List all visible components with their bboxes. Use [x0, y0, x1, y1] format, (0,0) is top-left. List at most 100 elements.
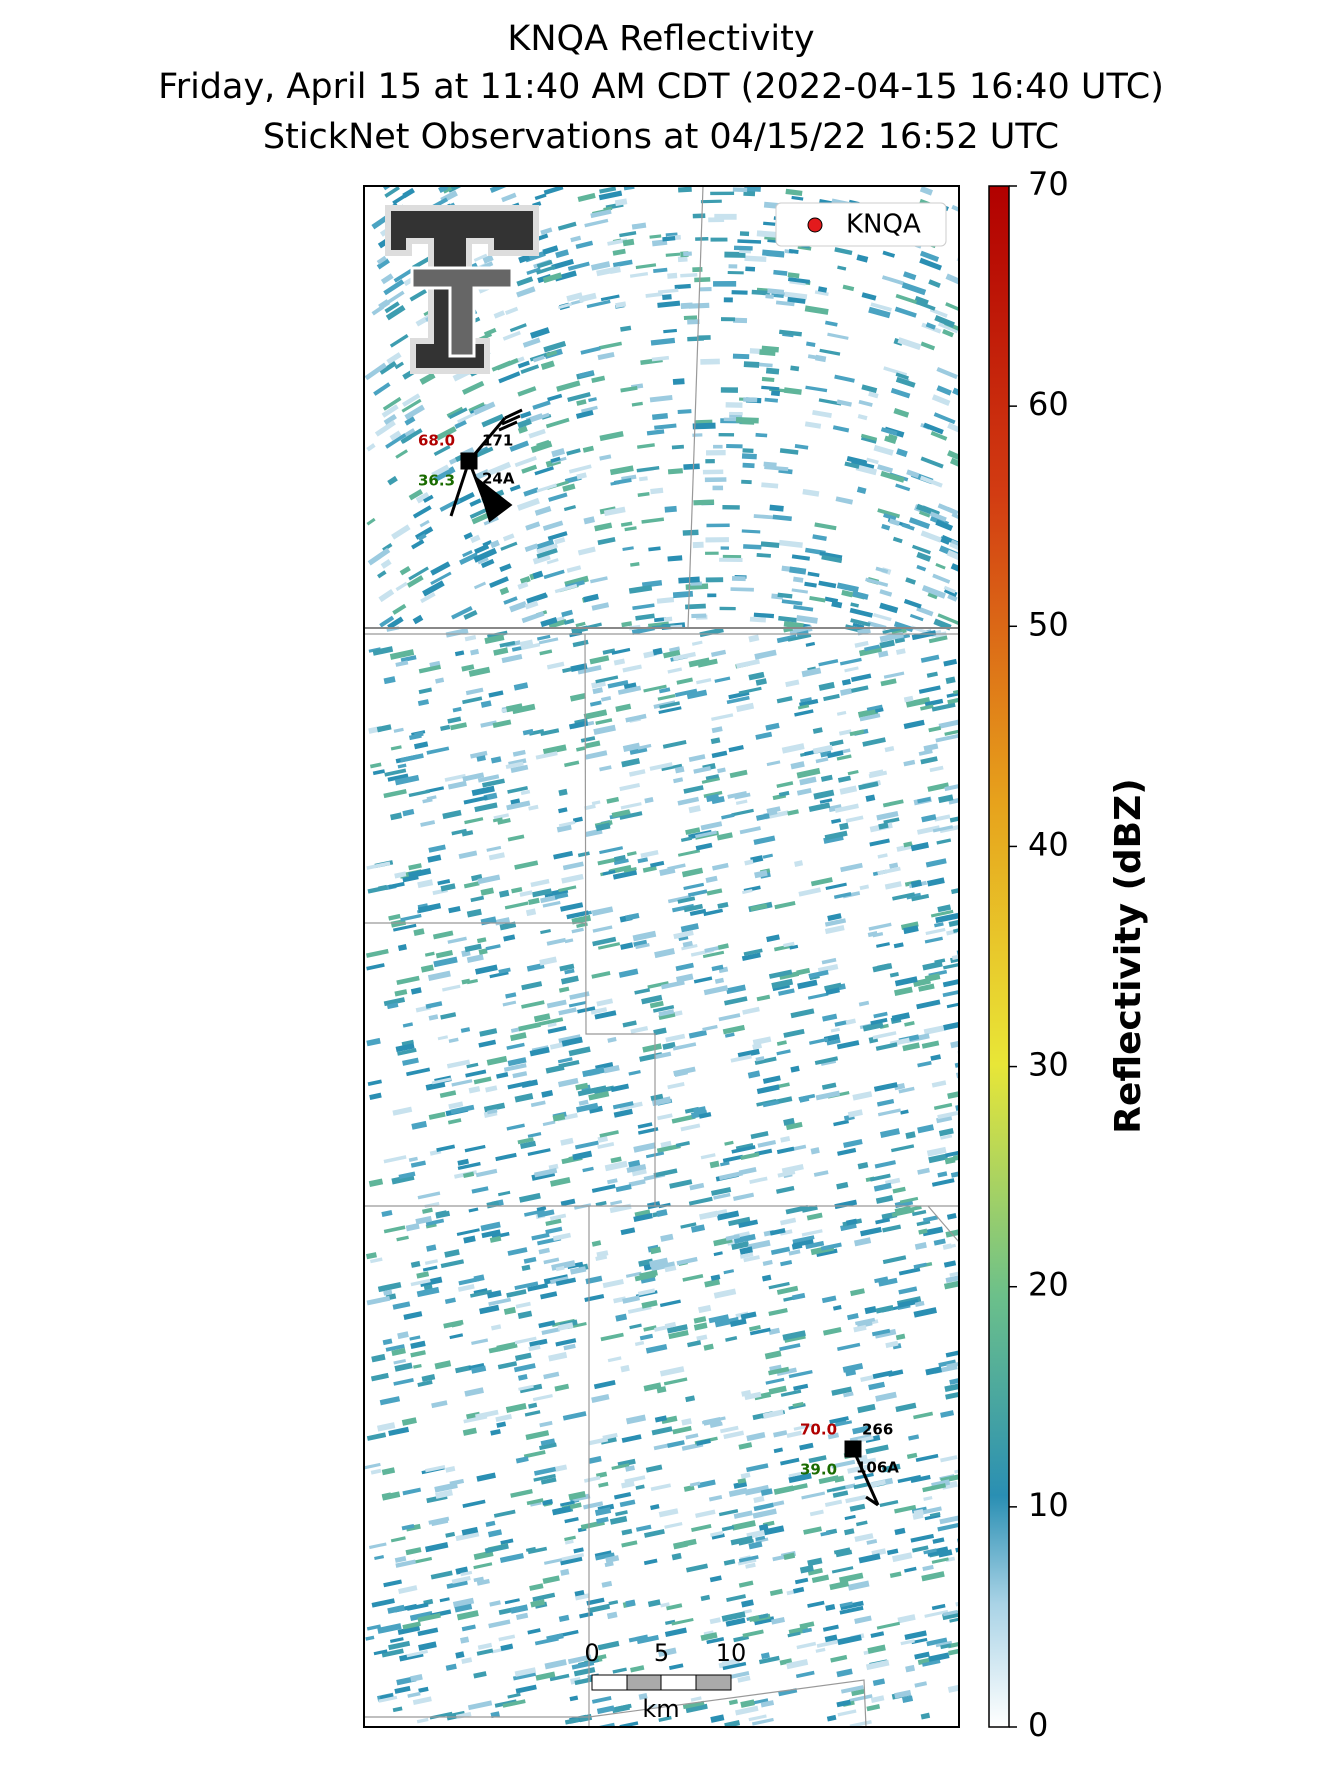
speckle [368, 1542, 387, 1550]
speckle [555, 1277, 577, 1286]
speckle [819, 348, 841, 356]
speckle [674, 283, 691, 290]
speckle [462, 696, 483, 705]
speckle [581, 405, 598, 413]
speckle [423, 494, 434, 503]
speckle [416, 1717, 429, 1724]
speckle [768, 1281, 790, 1290]
speckle [928, 1153, 949, 1164]
speckle [897, 337, 922, 351]
speckle [515, 1301, 531, 1309]
speckle [705, 537, 730, 543]
speckle [831, 600, 843, 609]
speckle [743, 1255, 760, 1263]
speckle [814, 290, 829, 297]
speckle [843, 1391, 854, 1398]
speckle [420, 820, 436, 827]
speckle [554, 1383, 570, 1392]
speckle [542, 272, 563, 284]
speckle [622, 1295, 640, 1304]
speckle [945, 1243, 956, 1249]
speckle [574, 1140, 599, 1150]
speckle [820, 1242, 842, 1251]
speckle [376, 258, 390, 270]
speckle [683, 785, 704, 794]
speckle [691, 640, 703, 646]
speckle [726, 443, 743, 449]
speckle [546, 937, 567, 946]
speckle [895, 483, 911, 492]
speckle [857, 708, 879, 718]
speckle [643, 684, 667, 693]
speckle [874, 1276, 889, 1284]
speckle [876, 1621, 901, 1630]
speckle [839, 657, 862, 666]
speckle [949, 1615, 959, 1623]
speckle [567, 261, 590, 271]
speckle [489, 971, 509, 979]
speckle [574, 1677, 593, 1686]
speckle [676, 677, 693, 685]
speckle [504, 901, 529, 910]
speckle [574, 1589, 585, 1597]
speckle [730, 1054, 752, 1063]
speckle [822, 1013, 838, 1022]
speckle [672, 590, 694, 599]
speckle [558, 1007, 577, 1016]
speckle [555, 249, 569, 259]
speckle [619, 782, 641, 792]
speckle [728, 1699, 738, 1706]
speckle [827, 1432, 840, 1440]
speckle [720, 317, 736, 322]
speckle [775, 300, 795, 307]
speckle [682, 940, 693, 948]
speckle [380, 558, 392, 569]
speckle [496, 1072, 509, 1079]
speckle [419, 372, 436, 385]
speckle [509, 600, 528, 613]
speckle [366, 963, 385, 971]
speckle [730, 1535, 753, 1546]
speckle [917, 1124, 935, 1134]
speckle [380, 273, 394, 285]
speckle [631, 1168, 647, 1177]
speckle [672, 1010, 683, 1017]
speckle [894, 1527, 906, 1536]
speckle [468, 1363, 485, 1370]
speckle [894, 1205, 912, 1215]
speckle [584, 804, 596, 811]
speckle [840, 1600, 864, 1611]
speckle [659, 701, 681, 709]
speckle [733, 1481, 748, 1489]
speckle [718, 432, 735, 437]
speckle [577, 851, 590, 858]
speckle [661, 763, 683, 772]
speckle [663, 1377, 688, 1386]
speckle [409, 288, 427, 302]
speckle [910, 879, 922, 888]
speckle [566, 910, 589, 920]
speckle [692, 541, 704, 549]
speckle [789, 566, 807, 575]
speckle [857, 1162, 869, 1170]
speckle [783, 1552, 796, 1561]
speckle [872, 1370, 893, 1380]
speckle [839, 1605, 864, 1615]
speckle [505, 703, 523, 713]
speckle [919, 475, 943, 488]
speckle [568, 1490, 586, 1501]
speckle [729, 1318, 747, 1327]
speckle [463, 795, 488, 805]
speckle [750, 903, 768, 912]
speckle [771, 978, 794, 989]
speckle [486, 1055, 508, 1066]
speckle [409, 1610, 433, 1621]
speckle [889, 972, 899, 978]
speckle [787, 633, 812, 642]
speckle [462, 1499, 486, 1508]
speckle [520, 789, 531, 796]
speckle [738, 686, 762, 695]
speckle [422, 580, 445, 597]
speckle [628, 769, 646, 777]
speckle [397, 1625, 421, 1635]
